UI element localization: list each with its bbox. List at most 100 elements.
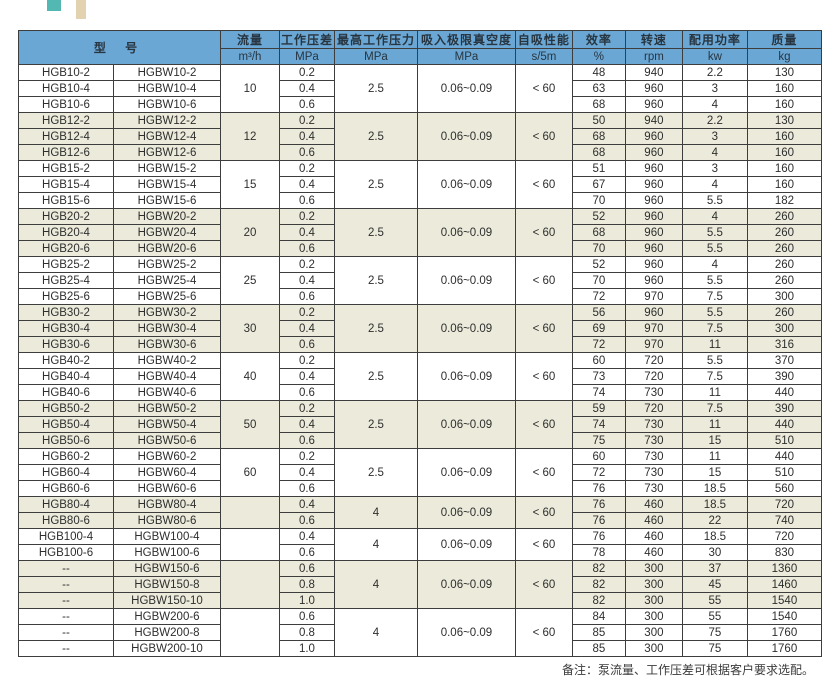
cell-model-b: HGBW12-2 [112,112,221,129]
cell-vacuum: 0.06~0.09 [416,448,516,497]
cell-pressure-diff: 0.2 [278,256,335,273]
cell-model-b: HGBW60-2 [112,448,221,465]
cell-model-b: HGBW200-10 [112,640,221,657]
cell-self-priming: < 60 [514,112,573,161]
cell-efficiency: 76 [571,528,626,545]
cell-max-pressure: 2.5 [333,64,418,113]
cell-pressure-diff: 0.2 [278,448,335,465]
cell-speed: 730 [624,432,683,449]
column-header: 流量 [219,30,280,49]
cell-power: 11 [681,336,748,353]
cell-speed: 960 [624,224,683,241]
cell-model-b: HGBW100-4 [112,528,221,545]
cell-power: 7.5 [681,320,748,337]
cell-pressure-diff: 0.2 [278,112,335,129]
table-row: HGB40-6 HGBW40-6 0.6 74 730 11 440 [18,384,822,401]
cell-power: 3 [681,80,748,97]
cell-speed: 960 [624,176,683,193]
cell-speed: 300 [624,608,683,625]
cell-model-a: HGB25-4 [18,272,114,289]
cell-power: 11 [681,416,748,433]
cell-power: 5.5 [681,352,748,369]
cell-mass: 1360 [746,560,822,577]
cell-self-priming: < 60 [514,304,573,353]
cell-mass: 160 [746,176,822,193]
cell-power: 7.5 [681,400,748,417]
cell-power: 75 [681,640,748,657]
table-row: HGB10-6 HGBW10-6 0.6 68 960 4 160 [18,96,822,113]
cell-pressure-diff: 0.6 [278,384,335,401]
cell-model-a: HGB30-6 [18,336,114,353]
cell-model-b: HGBW25-4 [112,272,221,289]
cell-model-b: HGBW20-6 [112,240,221,257]
cell-flow: 12 [219,112,280,161]
cell-pressure-diff: 0.2 [278,160,335,177]
cell-flow: 60 [219,448,280,497]
footer-note: 备注：泵流量、工作压差可根据客户要求选配。 [561,663,814,677]
cell-model-a: HGB10-4 [18,80,114,97]
column-header: 最高工作压力 [333,30,418,49]
cell-mass: 300 [746,288,822,305]
cell-model-b: HGBW30-2 [112,304,221,321]
cell-pressure-diff: 0.4 [278,176,335,193]
cell-mass: 370 [746,352,822,369]
cell-efficiency: 68 [571,224,626,241]
decor-tan-bar [76,0,86,19]
cell-speed: 300 [624,576,683,593]
cell-model-a: -- [18,608,114,625]
cell-speed: 960 [624,304,683,321]
cell-speed: 460 [624,512,683,529]
cell-model-a: HGB60-6 [18,480,114,497]
cell-mass: 510 [746,464,822,481]
cell-efficiency: 68 [571,128,626,145]
table-row: HGB60-2 HGBW60-2 60 0.2 2.5 0.06~0.09 < 60 60 73… [18,448,822,497]
table-row: HGB100-6 HGBW100-6 0.6 78 460 30 830 [18,544,822,561]
cell-model-b: HGBW200-6 [112,608,221,625]
cell-model-b: HGBW50-6 [112,432,221,449]
column-unit: MPa [333,48,418,65]
cell-efficiency: 56 [571,304,626,321]
cell-model-a: HGB12-4 [18,128,114,145]
cell-model-b: HGBW50-4 [112,416,221,433]
cell-max-pressure: 2.5 [333,400,418,449]
cell-speed: 960 [624,96,683,113]
cell-efficiency: 82 [571,560,626,577]
cell-mass: 390 [746,400,822,417]
cell-pressure-diff: 0.4 [278,272,335,289]
cell-efficiency: 82 [571,576,626,593]
column-unit: s/5m [514,48,573,65]
cell-mass: 720 [746,528,822,545]
cell-speed: 460 [624,544,683,561]
cell-speed: 960 [624,144,683,161]
cell-flow [219,496,280,529]
cell-power: 55 [681,592,748,609]
table-row: HGB60-6 HGBW60-6 0.6 76 730 18.5 560 [18,480,822,497]
table-row: HGB25-2 HGBW25-2 25 0.2 2.5 0.06~0.09 < 60 52 96… [18,256,822,305]
cell-power: 30 [681,544,748,561]
cell-model-b: HGBW12-6 [112,144,221,161]
cell-model-b: HGBW60-6 [112,480,221,497]
table-row: HGB20-6 HGBW20-6 0.6 70 960 5.5 260 [18,240,822,257]
cell-efficiency: 85 [571,640,626,657]
cell-efficiency: 85 [571,624,626,641]
cell-efficiency: 60 [571,448,626,465]
cell-model-b: HGBW150-8 [112,576,221,593]
table-row: HGB12-2 HGBW12-2 12 0.2 2.5 0.06~0.09 < 60 50 94… [18,112,822,161]
cell-vacuum: 0.06~0.09 [416,352,516,401]
cell-pressure-diff: 0.4 [278,496,335,513]
cell-max-pressure: 2.5 [333,304,418,353]
cell-efficiency: 70 [571,192,626,209]
cell-efficiency: 76 [571,496,626,513]
cell-model-a: HGB60-4 [18,464,114,481]
cell-speed: 970 [624,336,683,353]
cell-pressure-diff: 0.2 [278,352,335,369]
cell-model-a: -- [18,640,114,657]
cell-model-b: HGBW12-4 [112,128,221,145]
cell-pressure-diff: 0.6 [278,96,335,113]
cell-power: 15 [681,464,748,481]
table-body: HGB10-2 HGBW10-2 10 0.2 2.5 0.06~0.09 < 60 48 94… [18,64,822,657]
cell-efficiency: 72 [571,336,626,353]
table-row: HGB15-2 HGBW15-2 15 0.2 2.5 0.06~0.09 < 60 51 96… [18,160,822,209]
column-header: 吸入极限真空度 [416,30,516,49]
cell-mass: 390 [746,368,822,385]
